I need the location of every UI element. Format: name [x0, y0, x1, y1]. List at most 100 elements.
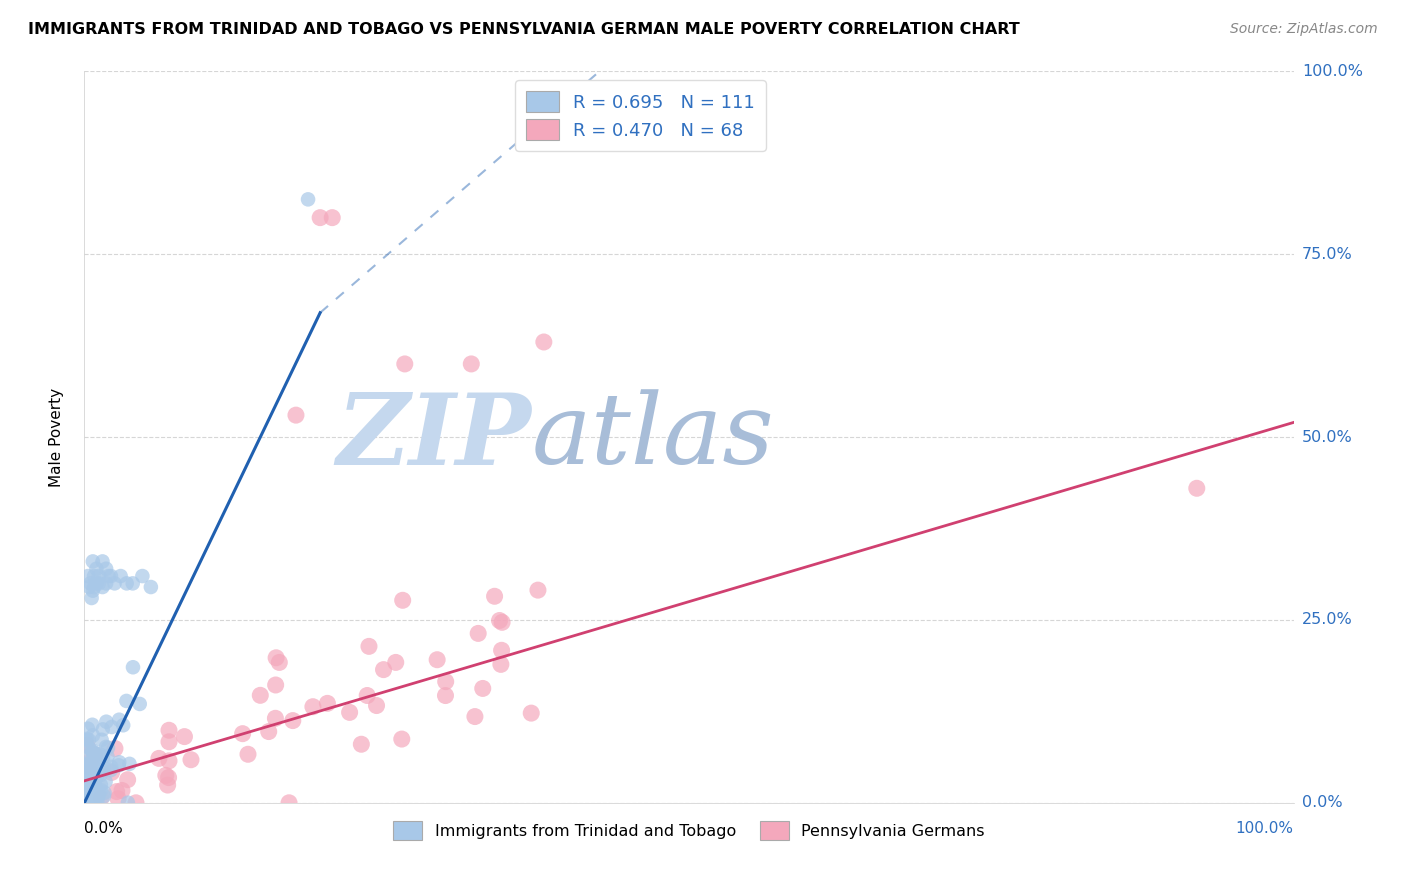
Point: [84, 780, 107, 795]
Point: [86, 562, 108, 576]
Point: [89, 747, 111, 762]
Point: [100, 569, 122, 583]
Point: [156, 778, 179, 792]
Point: [391, 732, 413, 747]
Point: [87, 569, 110, 583]
Point: [94, 562, 117, 576]
Point: [94, 576, 117, 591]
Point: [84, 746, 107, 760]
Point: [125, 796, 148, 810]
Point: [100, 720, 122, 734]
Point: [75, 796, 97, 810]
Point: [82, 718, 104, 732]
Point: [316, 697, 339, 711]
Point: [86, 794, 108, 808]
Point: [111, 783, 134, 797]
Point: [79, 778, 101, 792]
Point: [83, 580, 105, 594]
Point: [118, 756, 141, 771]
Point: [75, 783, 97, 797]
Point: [90, 791, 112, 805]
Point: [76, 796, 98, 810]
Point: [83, 768, 105, 782]
Point: [82, 554, 104, 568]
Point: [77, 769, 100, 783]
Point: [110, 569, 132, 583]
Point: [373, 663, 395, 677]
Y-axis label: Male Poverty: Male Poverty: [49, 387, 63, 487]
Point: [350, 737, 373, 751]
Point: [117, 796, 139, 810]
Point: [80, 781, 103, 796]
Text: 50.0%: 50.0%: [1302, 430, 1353, 444]
Point: [91, 580, 114, 594]
Point: [75, 768, 97, 782]
Point: [80, 745, 103, 759]
Point: [97, 569, 120, 583]
Point: [464, 709, 486, 723]
Point: [82, 760, 104, 774]
Text: ZIP: ZIP: [337, 389, 531, 485]
Text: IMMIGRANTS FROM TRINIDAD AND TOBAGO VS PENNSYLVANIA GERMAN MALE POVERTY CORRELAT: IMMIGRANTS FROM TRINIDAD AND TOBAGO VS P…: [28, 22, 1019, 37]
Point: [75, 733, 97, 747]
Point: [121, 576, 143, 591]
Point: [180, 753, 202, 767]
Point: [471, 681, 494, 696]
Text: 0.0%: 0.0%: [1302, 796, 1343, 810]
Point: [434, 674, 457, 689]
Point: [76, 731, 98, 746]
Point: [82, 728, 104, 742]
Point: [82, 583, 104, 598]
Point: [264, 650, 287, 665]
Point: [83, 788, 105, 802]
Point: [309, 211, 332, 225]
Point: [115, 576, 138, 591]
Point: [82, 796, 104, 810]
Point: [83, 777, 105, 791]
Point: [89, 768, 111, 782]
Point: [77, 580, 100, 594]
Point: [83, 774, 105, 789]
Point: [90, 732, 112, 747]
Point: [264, 711, 287, 725]
Point: [93, 789, 115, 804]
Point: [77, 733, 100, 747]
Point: [302, 699, 325, 714]
Point: [76, 722, 98, 736]
Legend: Immigrants from Trinidad and Tobago, Pennsylvania Germans: Immigrants from Trinidad and Tobago, Pen…: [387, 814, 991, 846]
Point: [489, 657, 512, 672]
Point: [90, 778, 112, 792]
Point: [79, 740, 101, 755]
Point: [108, 756, 131, 770]
Point: [87, 788, 110, 802]
Point: [91, 554, 114, 568]
Point: [84, 756, 107, 771]
Point: [394, 357, 416, 371]
Point: [104, 576, 127, 591]
Text: 100.0%: 100.0%: [1302, 64, 1362, 78]
Text: 75.0%: 75.0%: [1302, 247, 1353, 261]
Point: [284, 408, 308, 422]
Point: [157, 735, 180, 749]
Point: [264, 678, 287, 692]
Point: [83, 756, 105, 770]
Point: [269, 656, 291, 670]
Point: [75, 762, 97, 776]
Point: [122, 660, 145, 674]
Point: [278, 796, 301, 810]
Point: [91, 723, 114, 737]
Point: [281, 714, 304, 728]
Point: [79, 756, 101, 770]
Point: [91, 750, 114, 764]
Point: [391, 593, 413, 607]
Point: [321, 211, 343, 225]
Point: [93, 761, 115, 775]
Text: 25.0%: 25.0%: [1302, 613, 1353, 627]
Point: [86, 769, 108, 783]
Point: [73, 796, 96, 810]
Text: Source: ZipAtlas.com: Source: ZipAtlas.com: [1230, 22, 1378, 37]
Point: [297, 193, 319, 207]
Point: [75, 778, 97, 792]
Point: [107, 791, 129, 805]
Point: [79, 747, 101, 762]
